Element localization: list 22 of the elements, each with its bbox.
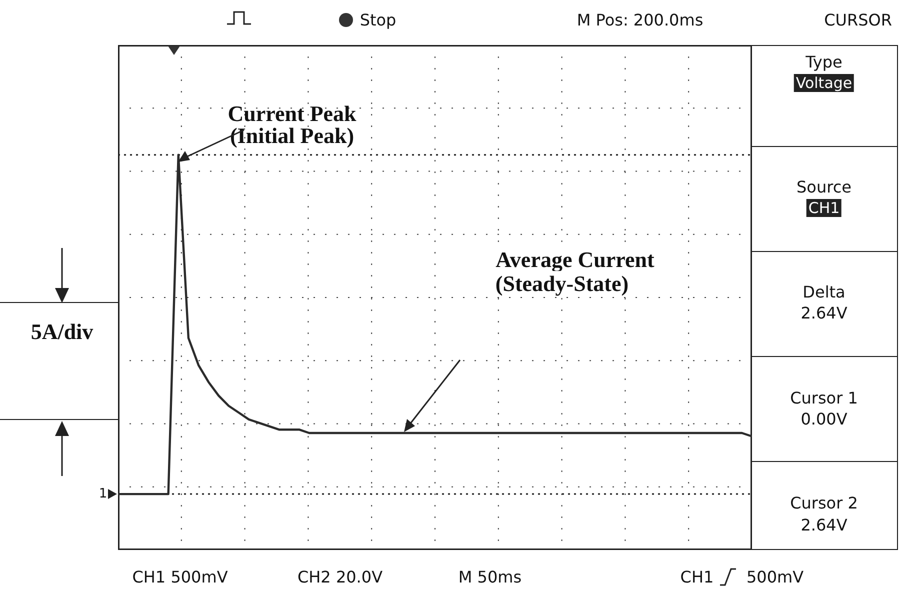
text: CH1 xyxy=(806,199,842,217)
text: 500mV xyxy=(746,568,804,586)
text: 2.64V xyxy=(800,516,848,534)
text: Cursor 1 xyxy=(790,388,858,408)
text: Type xyxy=(806,52,842,72)
text: CH1 500mV xyxy=(132,568,228,586)
text: M 50ms xyxy=(458,568,522,586)
text: CH1 xyxy=(680,568,714,586)
text: M Pos: 200.0ms xyxy=(576,10,704,30)
text: Cursor 2 xyxy=(790,494,858,512)
text: Source xyxy=(796,178,852,196)
text: Delta xyxy=(802,282,846,302)
text: Stop xyxy=(360,10,396,30)
text: 5A/div xyxy=(30,319,94,345)
annotation: (Steady-State) xyxy=(495,271,629,297)
text: Voltage xyxy=(794,74,854,92)
text: CH2 20.0V xyxy=(297,568,383,586)
annotation: Average Current xyxy=(496,247,654,273)
text: CURSOR xyxy=(824,10,892,30)
text: 2.64V xyxy=(800,304,848,322)
text: 1 xyxy=(98,486,108,502)
text: 0.00V xyxy=(800,410,848,428)
